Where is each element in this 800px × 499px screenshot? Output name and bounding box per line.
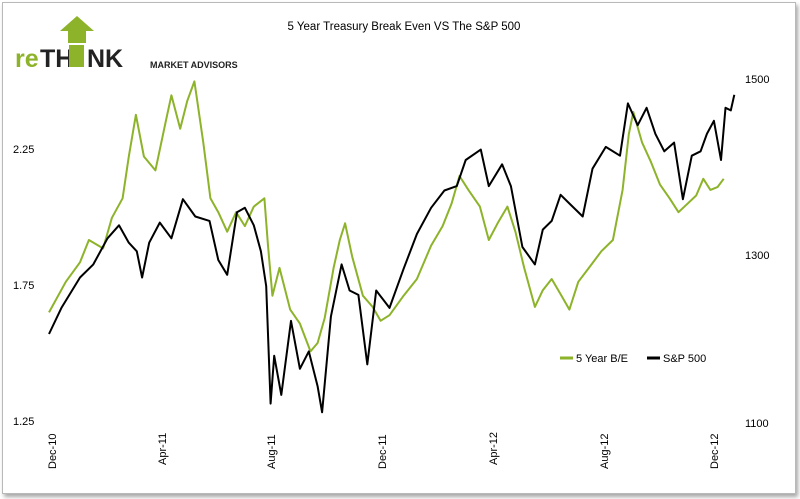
x-tick: Dec-10	[47, 434, 59, 469]
y-left-ticks: 1.25 1.75 2.25	[13, 144, 34, 428]
chart-title: 5 Year Treasury Break Even VS The S&P 50…	[288, 21, 521, 33]
legend-label-sp500: S&P 500	[663, 353, 706, 365]
legend: 5 Year B/E S&P 500	[560, 353, 706, 365]
x-tick: Apr-12	[488, 432, 500, 465]
y-left-tick: 1.75	[13, 280, 34, 292]
logo-text-re: re	[15, 45, 39, 73]
logo-text-nk: NK	[87, 45, 123, 73]
x-ticks: Dec-10 Apr-11 Aug-11 Dec-11 Apr-12 Aug-1…	[47, 432, 721, 469]
logo-text-th: TH	[40, 45, 73, 73]
series-line-sp500	[48, 94, 736, 414]
logo-tagline: MARKET ADVISORS	[150, 60, 238, 70]
legend-label-5yr-breakeven: 5 Year B/E	[576, 353, 628, 365]
series-line-5yr-breakeven	[48, 80, 725, 353]
x-tick: Dec-11	[377, 434, 389, 469]
x-tick: Aug-12	[599, 434, 611, 469]
logo: re TH NK MARKET ADVISORS	[15, 16, 238, 73]
y-right-tick: 1500	[745, 74, 769, 86]
y-right-tick: 1300	[745, 250, 769, 262]
plot-area	[48, 80, 736, 414]
y-right-tick: 1100	[745, 418, 769, 430]
y-right-ticks: 1100 1300 1500	[745, 74, 769, 430]
logo-arrow-icon	[60, 16, 94, 43]
y-left-tick: 1.25	[13, 416, 34, 428]
x-tick: Aug-11	[266, 434, 278, 469]
x-tick: Apr-11	[157, 433, 169, 465]
chart-svg: re TH NK MARKET ADVISORS 5 Year Treasury…	[13, 16, 769, 469]
x-tick: Dec-12	[709, 434, 721, 469]
logo-i-bar	[69, 45, 84, 67]
chart-frame: re TH NK MARKET ADVISORS 5 Year Treasury…	[2, 2, 796, 494]
y-left-tick: 2.25	[13, 144, 34, 156]
